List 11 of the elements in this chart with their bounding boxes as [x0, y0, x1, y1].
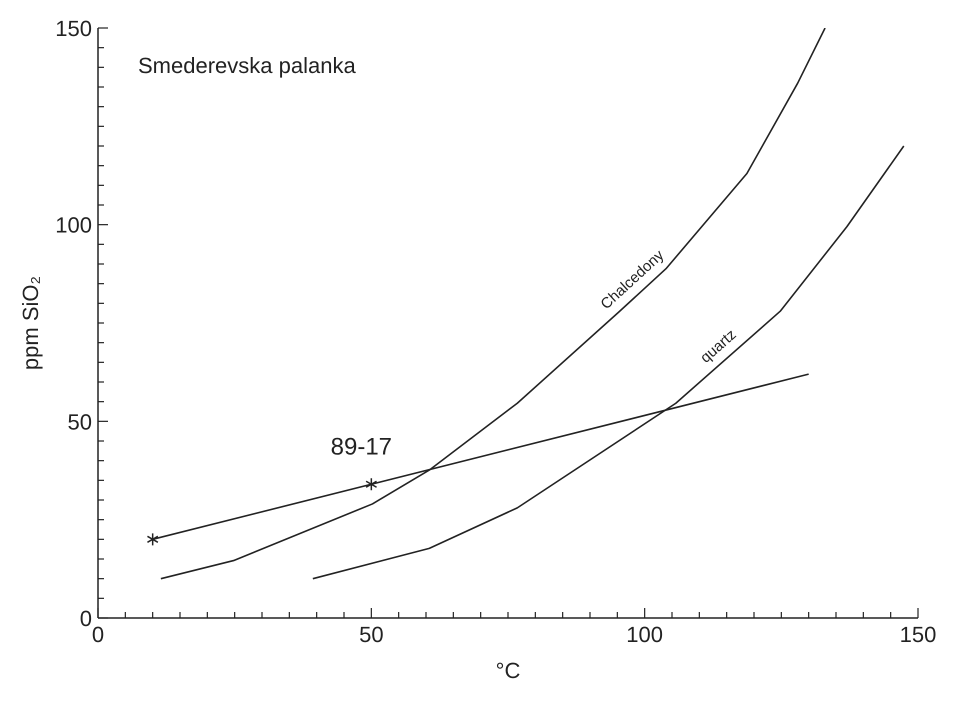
y-tick-label: 50: [68, 409, 92, 434]
x-axis-title: °C: [496, 658, 520, 683]
annotation: 89-17: [330, 433, 392, 460]
y-tick-label: 100: [55, 212, 92, 238]
x-tick-label: 150: [900, 622, 936, 647]
y-tick-label: 150: [55, 16, 92, 41]
x-tick-label: 50: [359, 622, 384, 647]
annotation: Smederevska palanka: [138, 53, 356, 78]
y-axis-title: ppm SiO₂: [18, 276, 43, 370]
y-tick-label: 0: [80, 606, 92, 631]
x-tick-label: 100: [626, 622, 664, 647]
